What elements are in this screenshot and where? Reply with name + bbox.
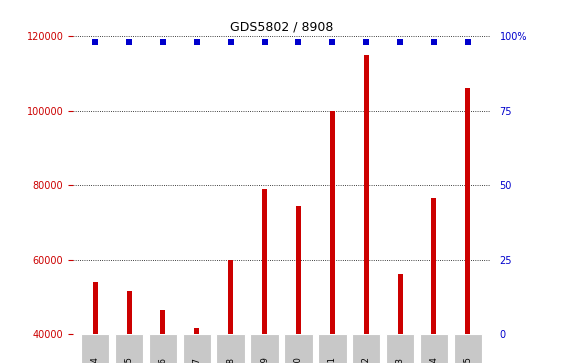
- Text: GSM1084995: GSM1084995: [124, 356, 133, 363]
- Bar: [330, 111, 335, 334]
- Bar: [194, 329, 199, 334]
- Bar: [216, 334, 245, 363]
- Bar: [262, 189, 267, 334]
- Bar: [465, 88, 470, 334]
- Text: GSM1085004: GSM1085004: [430, 356, 439, 363]
- Bar: [81, 334, 109, 363]
- Bar: [386, 334, 414, 363]
- Bar: [251, 334, 279, 363]
- Text: GSM1085003: GSM1085003: [396, 356, 405, 363]
- Bar: [93, 282, 98, 334]
- Bar: [397, 274, 403, 334]
- Bar: [115, 334, 144, 363]
- Text: GSM1085001: GSM1085001: [328, 356, 337, 363]
- Bar: [318, 334, 347, 363]
- Text: GSM1084998: GSM1084998: [226, 356, 235, 363]
- Bar: [127, 291, 132, 334]
- Bar: [160, 310, 166, 334]
- Text: GSM1084994: GSM1084994: [91, 356, 100, 363]
- Bar: [149, 334, 177, 363]
- Bar: [454, 334, 482, 363]
- Bar: [182, 334, 211, 363]
- Bar: [228, 260, 233, 334]
- Bar: [296, 205, 301, 334]
- Bar: [284, 334, 312, 363]
- Text: GSM1085002: GSM1085002: [361, 356, 370, 363]
- Text: GSM1084997: GSM1084997: [193, 356, 202, 363]
- Bar: [419, 334, 448, 363]
- Text: GSM1084999: GSM1084999: [260, 356, 269, 363]
- Text: GSM1084996: GSM1084996: [158, 356, 167, 363]
- Title: GDS5802 / 8908: GDS5802 / 8908: [230, 21, 333, 34]
- Bar: [352, 334, 381, 363]
- Bar: [431, 198, 436, 334]
- Text: GSM1085005: GSM1085005: [463, 356, 472, 363]
- Text: GSM1085000: GSM1085000: [294, 356, 303, 363]
- Bar: [364, 55, 369, 334]
